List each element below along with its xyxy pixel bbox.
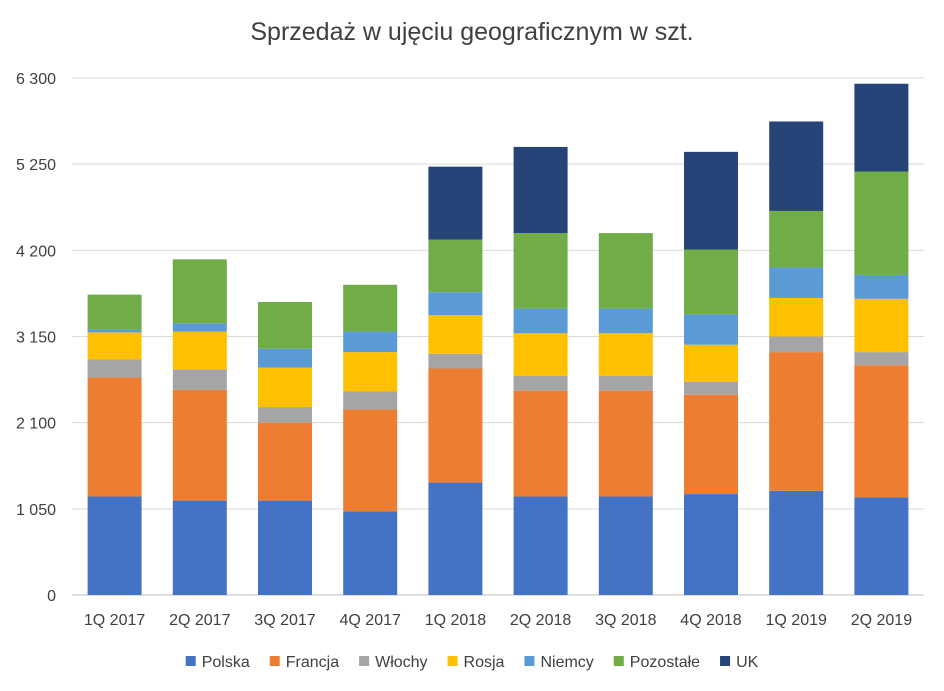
bar-segment-uk <box>428 166 483 240</box>
bar-segment-polska <box>343 511 398 595</box>
x-tick-label: 3Q 2017 <box>254 612 315 629</box>
bar-segment-polska <box>87 496 142 595</box>
bar-segment-włochy <box>428 353 483 369</box>
bar-segment-rosja <box>343 352 398 392</box>
bar-segment-polska <box>684 494 738 595</box>
legend-label: Rosja <box>464 654 505 671</box>
bar-segment-pozostałe <box>769 210 824 268</box>
bar-segment-francja <box>769 352 824 491</box>
bar-segment-niemcy <box>428 292 483 316</box>
bar-segment-włochy <box>343 391 398 410</box>
bar-segment-polska <box>769 490 824 595</box>
legend-swatch <box>613 656 624 666</box>
legend-swatch <box>720 656 731 666</box>
bar-segment-rosja <box>513 333 568 376</box>
bar-segment-niemcy <box>513 308 568 334</box>
x-tick-label: 4Q 2017 <box>340 612 401 629</box>
bar-segment-francja <box>513 390 568 497</box>
bar-segment-niemcy <box>769 267 824 298</box>
bar-segment-pozostałe <box>598 233 653 309</box>
y-tick-label: 1 050 <box>16 502 56 519</box>
bar-segment-francja <box>598 390 653 497</box>
bar-segment-rosja <box>598 333 653 376</box>
x-tick-label: 1Q 2018 <box>425 612 486 629</box>
bar-segment-włochy <box>258 407 312 423</box>
bar-segment-polska <box>513 496 568 595</box>
y-tick-label: 6 300 <box>16 71 56 88</box>
bar-segment-pozostałe <box>428 239 483 293</box>
bar-segment-niemcy <box>87 329 142 333</box>
bar-segment-francja <box>684 394 738 495</box>
bar-segment-rosja <box>428 315 483 354</box>
bar-segment-uk <box>854 83 909 172</box>
legend-label: UK <box>736 654 759 671</box>
bar-segment-niemcy <box>258 348 312 368</box>
legend-label: Niemcy <box>540 654 593 671</box>
bar-segment-uk <box>513 146 568 234</box>
bar-segment-polska <box>258 500 312 595</box>
legend-swatch <box>185 656 196 666</box>
bar-segment-włochy <box>684 381 738 395</box>
bar-segment-francja <box>428 368 483 483</box>
bar-segment-rosja <box>684 344 738 382</box>
x-tick-label: 1Q 2017 <box>84 612 145 629</box>
bar-segment-włochy <box>172 369 227 390</box>
bar-segment-polska <box>598 496 653 595</box>
x-tick-label: 4Q 2018 <box>680 612 741 629</box>
bar-segment-pozostałe <box>684 249 738 315</box>
bar-segment-pozostałe <box>172 259 227 324</box>
bar-segment-niemcy <box>343 331 398 353</box>
x-tick-label: 1Q 2019 <box>766 612 827 629</box>
bar-segment-francja <box>172 389 227 501</box>
bar-segment-rosja <box>854 298 909 353</box>
bar-segment-rosja <box>258 367 312 408</box>
y-tick-label: 0 <box>47 588 56 605</box>
bar-segment-niemcy <box>598 308 653 334</box>
bar-segment-francja <box>343 409 398 512</box>
bar-segment-polska <box>172 500 227 595</box>
bar-segment-włochy <box>769 336 824 353</box>
bar-segment-polska <box>854 497 909 595</box>
legend-label: Włochy <box>375 654 427 671</box>
legend-swatch <box>447 656 458 666</box>
bar-segment-włochy <box>513 375 568 391</box>
legend-swatch <box>524 656 535 666</box>
bar-segment-uk <box>684 151 738 250</box>
bar-segment-niemcy <box>172 323 227 332</box>
legend-swatch <box>359 656 370 666</box>
bar-segment-francja <box>854 365 909 498</box>
bar-segment-uk <box>769 121 824 211</box>
y-tick-label: 3 150 <box>16 330 56 347</box>
bar-segment-niemcy <box>684 314 738 345</box>
bar-segment-polska <box>428 482 483 595</box>
bar-segment-rosja <box>769 297 824 337</box>
bar-segment-pozostałe <box>258 302 312 349</box>
legend-swatch <box>269 656 280 666</box>
legend-label: Polska <box>202 654 250 671</box>
legend-label: Pozostałe <box>630 654 700 671</box>
x-tick-label: 2Q 2019 <box>851 612 912 629</box>
bar-segment-rosja <box>172 331 227 370</box>
bar-segment-francja <box>258 422 312 501</box>
legend-label: Francja <box>286 654 339 671</box>
bar-segment-niemcy <box>854 274 909 299</box>
y-tick-label: 4 200 <box>16 243 56 260</box>
y-tick-label: 2 100 <box>16 416 56 433</box>
x-tick-label: 2Q 2017 <box>169 612 230 629</box>
bar-segment-włochy <box>87 359 142 378</box>
chart-title: Sprzedaż w ujęciu geograficznym w szt. <box>250 18 694 46</box>
bar-segment-francja <box>87 377 142 497</box>
bar-segment-rosja <box>87 332 142 360</box>
x-tick-label: 3Q 2018 <box>595 612 656 629</box>
bar-segment-pozostałe <box>513 233 568 309</box>
bar-segment-pozostałe <box>343 284 398 332</box>
y-tick-label: 5 250 <box>16 157 56 174</box>
bar-segment-pozostałe <box>87 294 142 330</box>
x-tick-label: 2Q 2018 <box>510 612 571 629</box>
bar-segment-włochy <box>598 375 653 391</box>
bar-segment-włochy <box>854 352 909 366</box>
bar-segment-pozostałe <box>854 171 909 275</box>
